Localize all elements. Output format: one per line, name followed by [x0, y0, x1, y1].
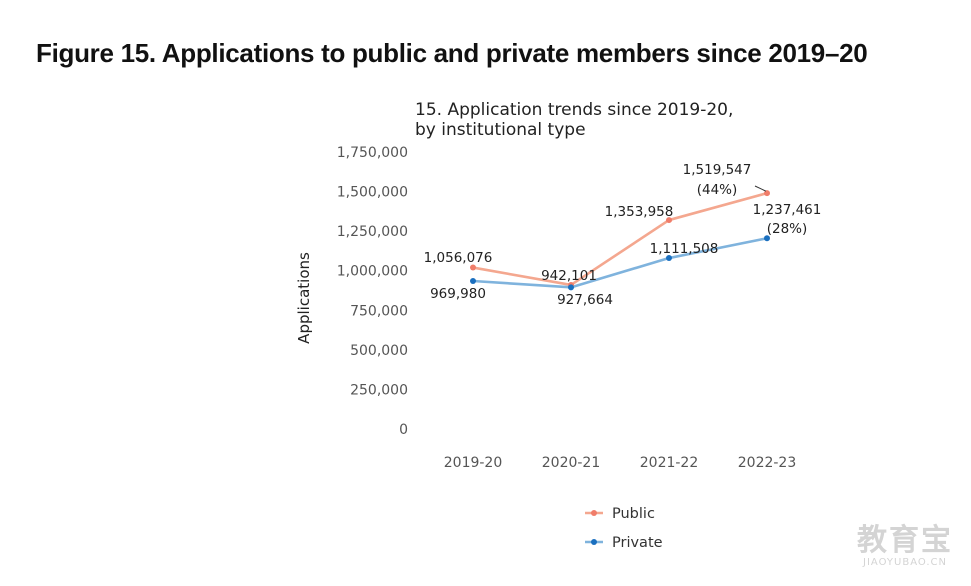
data-label-private: 927,664 [557, 292, 613, 308]
data-label-private: 1,111,508 [650, 241, 719, 257]
x-tick-label: 2022-23 [738, 455, 797, 471]
y-tick-label: 500,000 [350, 343, 408, 359]
series-points [470, 190, 770, 291]
y-tick-label: 0 [399, 422, 408, 438]
x-tick-label: 2020-21 [542, 455, 601, 471]
y-tick-label: 1,000,000 [337, 264, 408, 280]
data-label-public: 942,101 [541, 268, 597, 284]
data-label-public-change: (44%) [697, 182, 738, 198]
legend-label: Private [612, 535, 663, 551]
legend-swatch-marker [591, 510, 597, 516]
series-line-private [472, 236, 768, 289]
data-point-private [470, 278, 476, 285]
data-labels: 1,056,076 942,101 1,353,958 1,519,547 (44%) 9… [424, 162, 822, 308]
data-label-private: 1,237,461 [753, 202, 822, 218]
data-label-private-change: (28%) [767, 221, 808, 237]
data-label-leader-line [754, 185, 767, 192]
legend-swatch-marker [591, 539, 597, 545]
legend-label: Public [612, 506, 655, 522]
chart-title-line-1: 15. Application trends since 2019-20, [415, 100, 733, 120]
watermark-main: 教育宝 [857, 523, 953, 558]
data-point-private [666, 255, 672, 262]
data-point-public [764, 190, 770, 197]
data-label-private: 969,980 [430, 286, 486, 302]
x-tick-label: 2019-20 [444, 455, 503, 471]
data-point-private [764, 235, 770, 242]
y-tick-label: 1,500,000 [337, 185, 408, 201]
y-tick-label: 1,750,000 [337, 145, 408, 161]
y-axis-ticks: 0 250,000 500,000 750,000 1,000,000 1,250,000… [337, 145, 408, 438]
data-label-public: 1,519,547 [683, 162, 752, 178]
series-lines [472, 191, 768, 289]
data-point-public [666, 217, 672, 224]
y-axis-label: Applications [295, 252, 313, 344]
watermark-logo: 教育宝 JIAOYUBAO.CN [857, 523, 953, 569]
x-tick-label: 2021-22 [640, 455, 699, 471]
data-label-public: 1,056,076 [424, 250, 493, 266]
x-axis-ticks: 2019-20 2020-21 2021-22 2022-23 [444, 455, 797, 471]
y-tick-label: 750,000 [350, 303, 408, 319]
y-tick-label: 1,250,000 [337, 224, 408, 240]
series-line-public [472, 191, 768, 287]
y-tick-label: 250,000 [350, 382, 408, 398]
data-point-private [568, 284, 574, 291]
chart-title-line-2: by institutional type [415, 120, 586, 140]
data-label-public: 1,353,958 [605, 204, 674, 220]
figure-title: Figure 15. Applications to public and pr… [36, 38, 868, 68]
watermark-sub: JIAOYUBAO.CN [863, 557, 947, 568]
legend: Public Private [585, 506, 663, 551]
data-point-public [470, 264, 476, 271]
